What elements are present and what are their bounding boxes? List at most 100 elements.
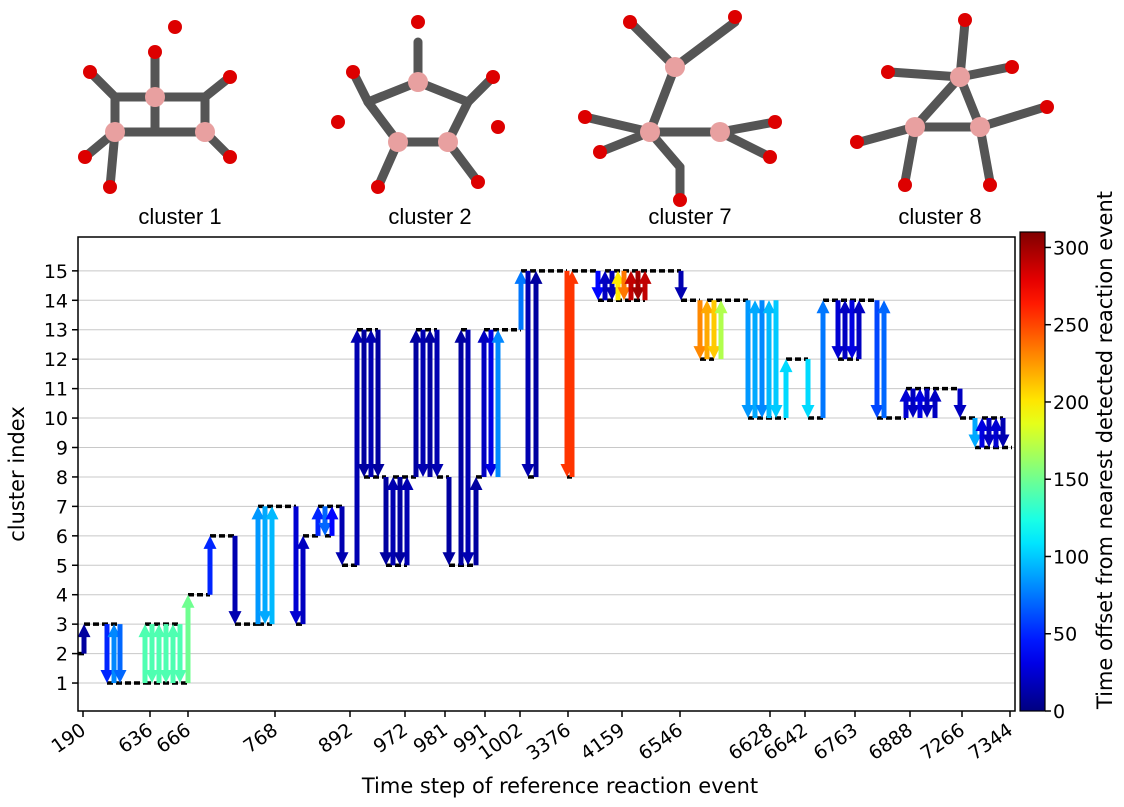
transition-arrow <box>591 270 605 301</box>
x-tick-label: 3376 <box>523 719 575 765</box>
molecule <box>850 13 1054 192</box>
transition-arrow <box>762 300 776 419</box>
transition-arrow <box>371 329 385 477</box>
transition-arrow <box>318 506 332 536</box>
transition-arrow <box>982 418 996 448</box>
transition-arrow <box>423 329 437 477</box>
y-axis-label: cluster index <box>5 406 29 542</box>
transition-arrow <box>364 329 378 477</box>
x-tick-label: 972 <box>370 719 412 758</box>
colorbar-tick-label: 0 <box>1053 701 1065 723</box>
transition-arrow <box>769 300 783 419</box>
x-tick-label: 892 <box>315 719 357 758</box>
transition-arrow <box>77 624 91 654</box>
transition-arrow <box>870 300 884 419</box>
transition-arrow <box>741 300 755 419</box>
transition-arrow <box>181 594 195 684</box>
transition-arrow <box>357 329 371 477</box>
transition-arrow <box>560 270 574 477</box>
y-tick-label: 7 <box>56 496 68 518</box>
y-tick-label: 1 <box>56 673 68 695</box>
transition-arrow <box>638 270 652 301</box>
transition-arrow <box>529 270 543 477</box>
transition-arrow <box>605 270 619 301</box>
colorbar-tick-label: 150 <box>1053 469 1089 491</box>
transition-arrow <box>755 300 769 419</box>
molecule <box>578 10 782 207</box>
y-tick-label: 2 <box>56 644 68 666</box>
transition-arrow <box>521 270 535 477</box>
y-tick-label: 15 <box>44 261 68 283</box>
y-tick-label: 3 <box>56 614 68 636</box>
colorbar <box>1019 231 1046 712</box>
x-tick-label: 6763 <box>810 719 862 765</box>
transition-arrow <box>674 270 688 301</box>
transition-arrow <box>258 506 272 625</box>
transition-arrow <box>838 300 852 360</box>
transition-arrow <box>113 624 127 684</box>
molecule <box>78 20 237 194</box>
y-tick-label: 6 <box>56 526 68 548</box>
transition-arrow <box>289 506 303 625</box>
y-tick-label: 12 <box>44 349 68 371</box>
transition-arrow <box>442 476 456 566</box>
transition-arrow <box>386 476 400 566</box>
y-tick-label: 14 <box>44 290 68 312</box>
structure-label: cluster 1 <box>138 204 221 229</box>
transition-arrow <box>409 329 423 477</box>
x-tick-label: 4159 <box>577 719 629 765</box>
transition-arrow <box>138 624 152 684</box>
transition-arrow <box>845 300 859 360</box>
transition-arrow <box>400 476 414 566</box>
molecules: cluster 1 cluster 2 cluster 7 cluster 8 <box>78 10 1054 229</box>
transition-arrow <box>598 270 612 301</box>
transition-arrow <box>393 476 407 566</box>
transition-arrow <box>203 535 217 595</box>
transition-arrow <box>631 270 645 301</box>
transition-arrow <box>920 388 934 419</box>
transition-arrow <box>928 388 942 419</box>
colorbar-tick-label: 100 <box>1053 546 1089 568</box>
transition-arrow <box>975 418 989 448</box>
structure-label: cluster 8 <box>898 204 981 229</box>
transition-arrow <box>265 506 279 625</box>
transition-arrow <box>335 506 349 566</box>
transition-arrow <box>484 329 498 477</box>
transition-arrow <box>461 329 475 566</box>
transition-arrow <box>152 624 166 684</box>
transition-arrow <box>906 388 920 419</box>
transition-arrow <box>311 506 325 536</box>
transition-arrow <box>228 535 242 625</box>
x-tick-label: 190 <box>48 719 90 758</box>
x-tick-label: 7266 <box>917 719 969 765</box>
transition-arrow <box>877 300 891 419</box>
transition-arrow <box>379 476 393 566</box>
y-tick-label: 13 <box>44 320 68 342</box>
x-tick-label: 981 <box>410 719 452 758</box>
transition-arrow <box>801 359 815 419</box>
transition-arrow <box>251 506 265 625</box>
transition-arrow <box>477 329 491 477</box>
transition-arrow <box>748 300 762 419</box>
x-tick-label: 6888 <box>865 719 917 765</box>
y-tick-label: 9 <box>56 438 68 460</box>
transition-arrow <box>296 535 310 625</box>
transition-arrow <box>913 388 927 419</box>
transition-arrow <box>159 624 173 684</box>
transition-arrow <box>514 270 528 330</box>
transition-arrow <box>350 329 364 566</box>
transition-arrow <box>430 329 444 477</box>
colorbar-tick-label: 50 <box>1053 624 1077 646</box>
transition-arrow <box>779 359 793 419</box>
transition-arrow <box>491 329 505 477</box>
plot-frame <box>77 236 1016 712</box>
transition-arrow <box>700 300 714 360</box>
transition-arrow <box>145 624 159 684</box>
transition-arrow <box>707 300 721 360</box>
x-tick-label: 6546 <box>635 719 687 765</box>
transition-arrow <box>852 300 866 360</box>
transition-arrow <box>325 506 339 536</box>
transition-arrow <box>173 624 187 684</box>
transition-arrow <box>714 300 728 360</box>
